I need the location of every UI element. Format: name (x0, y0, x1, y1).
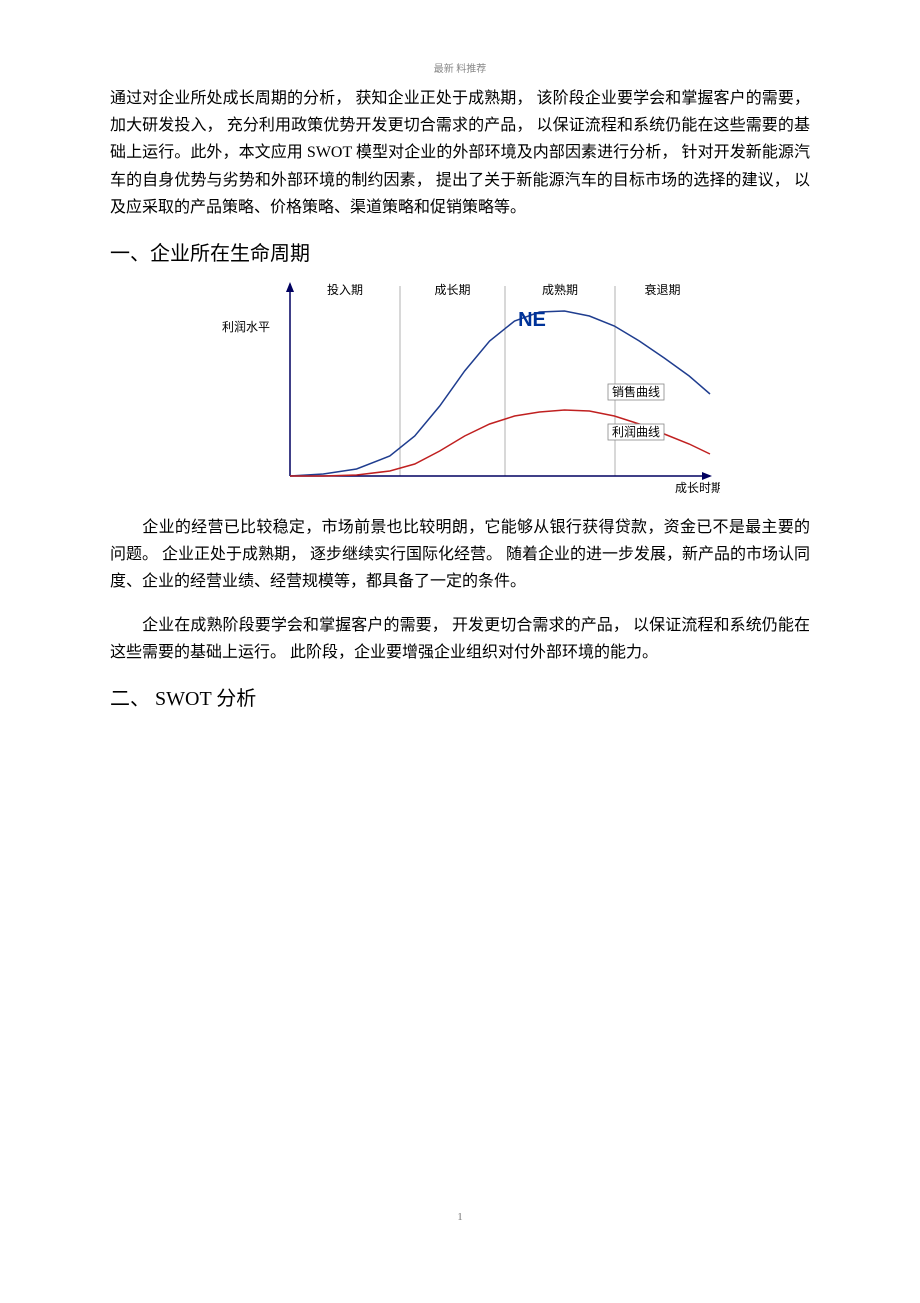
section-1-heading-text: 一、企业所在生命周期 (110, 243, 310, 265)
svg-text:NE: NE (518, 309, 546, 331)
page-footer: 1 (0, 1211, 920, 1223)
section-1-para-1-text: 企业的经营已比较稳定，市场前景也比较明朗，它能够从银行获得贷款，资金已不是最主要… (110, 519, 810, 590)
section-1-heading: 一、企业所在生命周期 (110, 237, 810, 266)
svg-text:销售曲线: 销售曲线 (612, 384, 660, 399)
section-2-heading-text: 二、 SWOT 分析 (110, 688, 256, 710)
svg-text:投入期: 投入期 (327, 282, 363, 297)
page-number: 1 (457, 1211, 463, 1223)
svg-text:利润水平: 利润水平 (222, 320, 270, 334)
svg-text:衰退期: 衰退期 (644, 282, 680, 297)
page-header: 最新 料推荐 (110, 60, 810, 75)
section-1-para-1: 企业的经营已比较稳定，市场前景也比较明朗，它能够从银行获得贷款，资金已不是最主要… (110, 514, 810, 596)
lifecycle-chart-container: 投入期 成长期 成熟期 衰退期利润水平成长时期 NE 销售曲线利润曲线 (110, 276, 810, 496)
intro-paragraph: 通过对企业所处成长周期的分析， 获知企业正处于成熟期， 该阶段企业要学会和掌握客… (110, 85, 810, 221)
intro-text: 通过对企业所处成长周期的分析， 获知企业正处于成熟期， 该阶段企业要学会和掌握客… (110, 90, 810, 216)
section-1-para-2-text: 企业在成熟阶段要学会和掌握客户的需要， 开发更切合需求的产品， 以保证流程和系统… (110, 617, 810, 661)
svg-text:成长期: 成长期 (434, 283, 470, 297)
svg-text:利润曲线: 利润曲线 (612, 425, 660, 439)
section-1-para-2: 企业在成熟阶段要学会和掌握客户的需要， 开发更切合需求的产品， 以保证流程和系统… (110, 612, 810, 666)
svg-text:成熟期: 成熟期 (542, 282, 578, 297)
lifecycle-chart: 投入期 成长期 成熟期 衰退期利润水平成长时期 NE 销售曲线利润曲线 (200, 276, 720, 496)
header-text: 最新 料推荐 (434, 64, 487, 75)
svg-text:成长时期: 成长时期 (675, 481, 720, 495)
section-2-heading: 二、 SWOT 分析 (110, 682, 810, 711)
